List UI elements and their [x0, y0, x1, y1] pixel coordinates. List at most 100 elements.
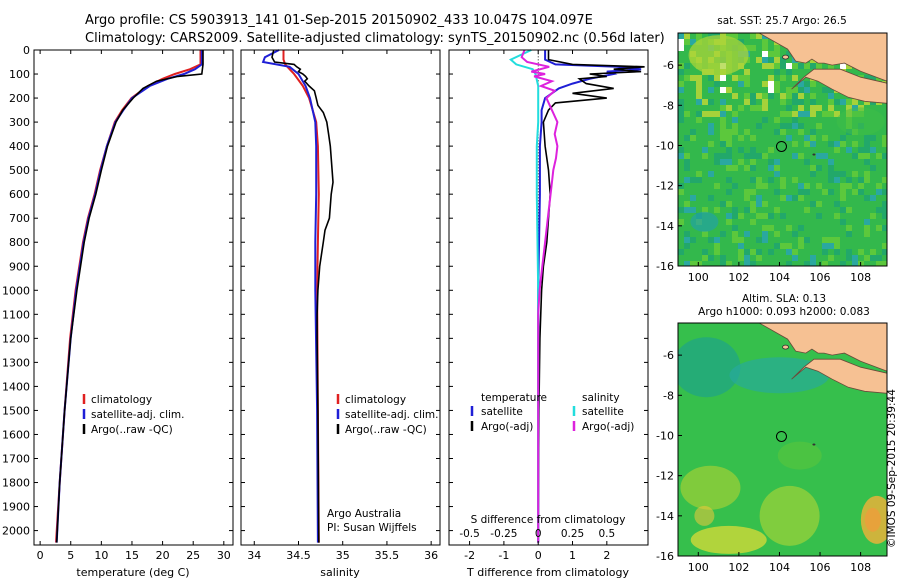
- map-cell: [792, 123, 798, 129]
- map-blob: [688, 35, 749, 76]
- map-blob: [864, 507, 881, 532]
- map-cell: [786, 135, 792, 141]
- map-cell: [804, 237, 810, 243]
- map-cell: [786, 225, 792, 231]
- map-cell: [828, 177, 834, 183]
- map-cell: [774, 63, 780, 69]
- map-cell: [762, 81, 768, 87]
- map-cell: [678, 69, 684, 75]
- y-tick-label: 700: [9, 212, 30, 225]
- map-cell: [684, 243, 690, 249]
- sst-map-ticks: 100 102 104 106 108 -6 -8 -10 -12 -14 -16: [656, 59, 871, 284]
- map-cell: [732, 225, 738, 231]
- map-cell: [816, 123, 822, 129]
- map-cell: [804, 141, 810, 147]
- map-cell: [762, 99, 768, 105]
- map-cell: [852, 171, 858, 177]
- legend-label-satellite: satellite-adj. clim.: [91, 409, 184, 421]
- map-cell: [846, 99, 852, 105]
- x-tick-label: 0: [535, 549, 542, 562]
- map-cell: [804, 261, 810, 266]
- land-shape-1: [758, 33, 887, 82]
- map-y-tick-label: -12: [656, 180, 674, 193]
- map-cell: [750, 177, 756, 183]
- salinity-ticks: 34 34.5 35 35.5 36: [241, 49, 440, 562]
- map-cell: [756, 33, 762, 39]
- y-tick-label: 1300: [2, 356, 30, 369]
- map-cell: [786, 105, 792, 111]
- map-cell: [708, 129, 714, 135]
- map-cell: [744, 165, 750, 171]
- map-cell: [738, 159, 744, 165]
- map-cell: [780, 99, 786, 105]
- map-cell: [810, 129, 816, 135]
- salinity-legend: climatology satellite-adj. clim. Argo(..…: [336, 394, 438, 436]
- series-line-s-satellite: [509, 49, 540, 543]
- temperature-legend: climatology satellite-adj. clim. Argo(..…: [82, 394, 184, 436]
- map-cell: [798, 129, 804, 135]
- map-cell: [882, 213, 887, 219]
- map-cell: [816, 165, 822, 171]
- map-cell: [840, 219, 846, 225]
- map-cell: [780, 111, 786, 117]
- map-cell: [762, 93, 768, 99]
- temperature-lines: [55, 50, 204, 543]
- map-cell: [828, 171, 834, 177]
- map-cell: [840, 99, 846, 105]
- map-cell: [714, 75, 720, 81]
- legend-title-temperature: temperature: [481, 392, 547, 404]
- map-cell: [690, 261, 696, 266]
- legend-label-argo: Argo(..raw -QC): [91, 424, 173, 436]
- map-cell: [690, 135, 696, 141]
- salinity-xlabel: salinity: [320, 566, 360, 579]
- temperature-frame: [33, 49, 234, 546]
- map-cell: [750, 159, 756, 165]
- map-cell: [834, 237, 840, 243]
- map-cell: [768, 87, 774, 93]
- land-shape-1: [758, 323, 887, 372]
- map-cell: [696, 117, 702, 123]
- map-cell: [732, 33, 738, 39]
- map-cell: [750, 99, 756, 105]
- map-cell: [738, 147, 744, 153]
- s-difference-ticks: -0.5 -0.25 0 0.25 0.5: [459, 528, 615, 540]
- difference-lines: [509, 49, 645, 545]
- map-cell: [864, 141, 870, 147]
- map-cell: [708, 123, 714, 129]
- map-cell: [762, 213, 768, 219]
- y-tick-label: 800: [9, 236, 30, 249]
- sla-map-frame: [677, 322, 888, 557]
- map-cell: [738, 213, 744, 219]
- map-cell: [774, 243, 780, 249]
- map-cell: [846, 183, 852, 189]
- map-cell: [720, 111, 726, 117]
- map-cell: [798, 99, 804, 105]
- map-cell: [696, 177, 702, 183]
- map-cell: [804, 81, 810, 87]
- map-cell: [714, 249, 720, 255]
- legend-label-t-satellite: satellite: [481, 406, 523, 418]
- s-tick-label: 0: [535, 528, 542, 540]
- map-cell: [828, 93, 834, 99]
- t-difference-label: T difference from climatology: [466, 566, 629, 579]
- x-tick-label: 30: [217, 549, 231, 562]
- map-cell: [708, 171, 714, 177]
- map-cell: [690, 195, 696, 201]
- map-cell: [882, 141, 887, 147]
- map-cell: [720, 129, 726, 135]
- map-cell: [720, 123, 726, 129]
- sst-map: [678, 33, 887, 266]
- imos-watermark: ©IMOS 09-Sep-2015 20:39:44: [886, 389, 898, 548]
- map-cell: [834, 141, 840, 147]
- map-cell: [696, 75, 702, 81]
- map-cell: [756, 153, 762, 159]
- map-cell: [726, 129, 732, 135]
- map-cell: [792, 75, 798, 81]
- legend-label-s-argo: Argo(-adj): [582, 421, 634, 433]
- map-cell: [822, 153, 828, 159]
- map-cell: [786, 63, 792, 69]
- x-tick-label: 25: [186, 549, 200, 562]
- map-cell: [792, 153, 798, 159]
- map-cell: [762, 225, 768, 231]
- series-line-t-argo-adj-: [537, 50, 645, 543]
